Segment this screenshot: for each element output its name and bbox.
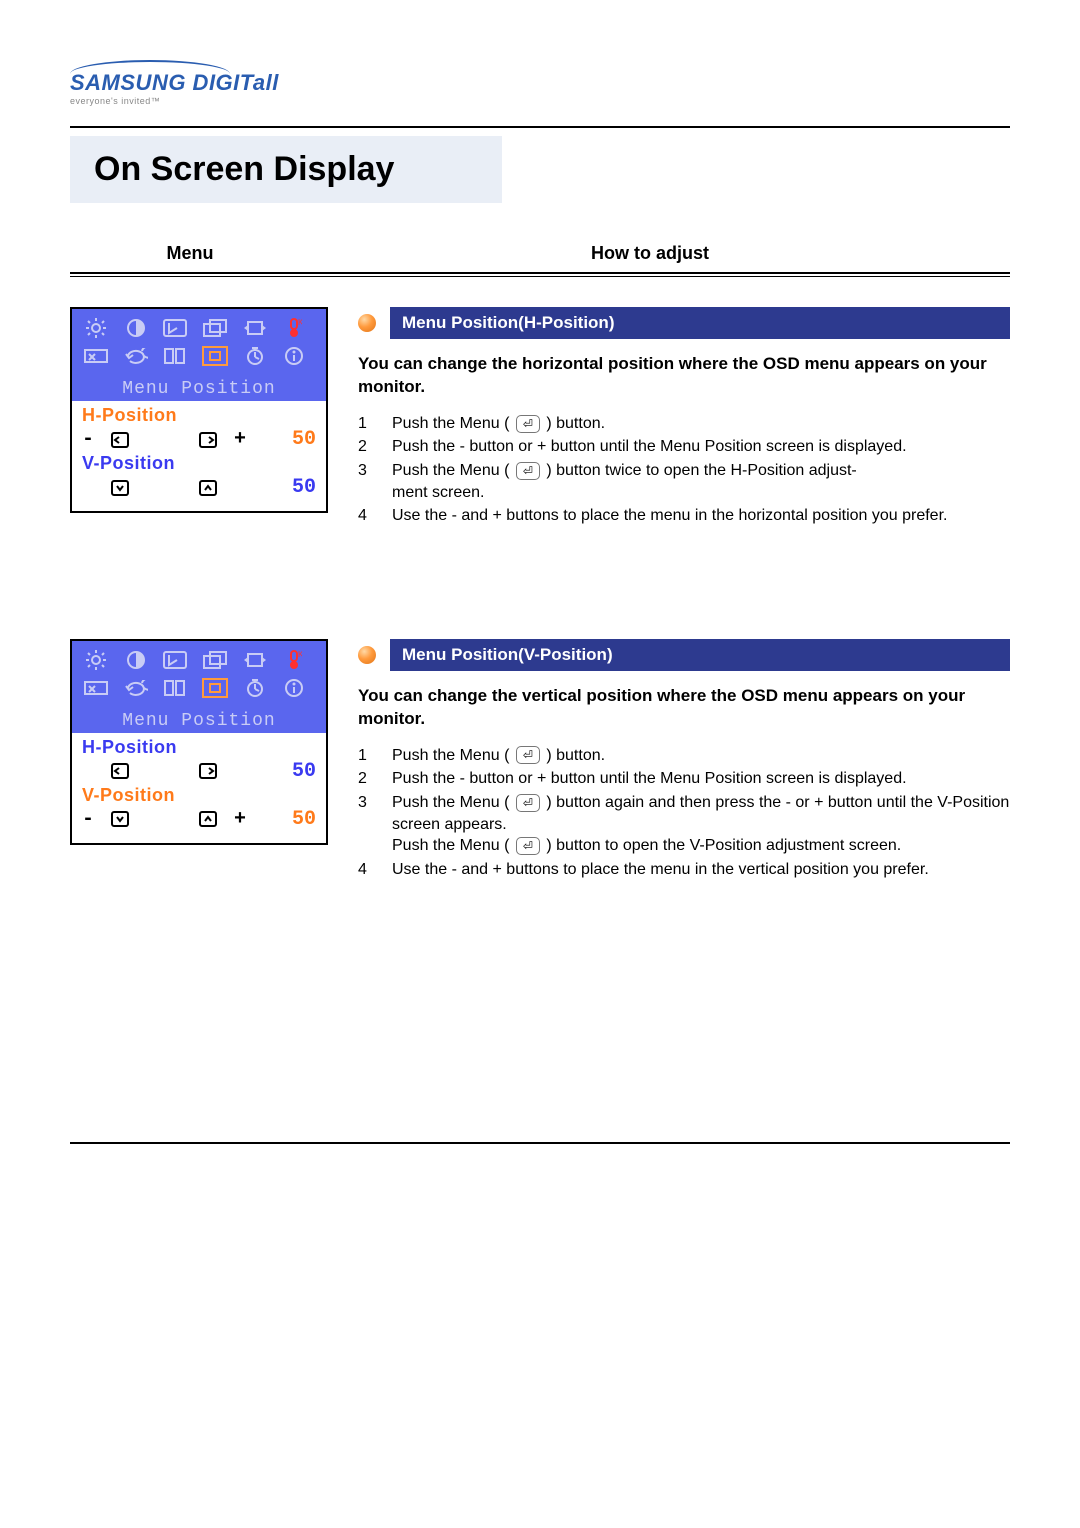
intro-text-vpos: You can change the vertical position whe…: [358, 685, 1010, 731]
osd-h-value: 50: [276, 760, 316, 783]
h-right-icon: [196, 431, 220, 449]
osd-v-controls: - +: [82, 808, 246, 831]
osd-icon-image-lock: [161, 317, 189, 339]
bullet-dot-icon: [358, 314, 376, 332]
osd-v-value: 50: [276, 476, 316, 499]
osd-screenshot-hpos: K: [70, 307, 328, 513]
brand-logo: SAMSUNG DIGITall everyone's invited™: [70, 60, 1010, 106]
osd-h-controls: - +: [82, 760, 246, 783]
osd-h-value: 50: [276, 428, 316, 451]
osd-icon-contrast: [122, 317, 150, 339]
steps-list-hpos: 1Push the Menu ( ) button. 2Push the - b…: [358, 413, 1010, 527]
osd-icon-size: [241, 649, 269, 671]
bottom-divider: [70, 1142, 1010, 1144]
section-v-position: K Menu Position H-Position - +: [70, 639, 1010, 882]
section-heading-vpos: Menu Position(V-Position): [358, 639, 1010, 671]
osd-h-controls: - +: [82, 428, 246, 451]
osd-icon-display-time: [241, 677, 269, 699]
section-title-hpos: Menu Position(H-Position): [390, 307, 1010, 339]
menu-button-icon: [516, 794, 540, 812]
osd-icon-grid: K: [72, 641, 326, 707]
osd-icon-image-lock: [161, 649, 189, 671]
menu-button-icon: [516, 746, 540, 764]
osd-v-controls: - +: [82, 476, 246, 499]
osd-icon-position: [201, 649, 229, 671]
page-title: On Screen Display: [94, 150, 478, 189]
osd-icon-contrast: [122, 649, 150, 671]
osd-panel-title: Menu Position: [72, 707, 326, 733]
v-down-icon: [108, 479, 132, 497]
step-item: 1Push the Menu ( ) button.: [358, 413, 1010, 435]
brand-tagline: everyone's invited™: [70, 96, 1010, 106]
osd-icon-reset: [122, 345, 150, 367]
step-item: 3Push the Menu ( ) button twice to open …: [358, 460, 1010, 503]
osd-icon-brightness: [82, 649, 110, 671]
step-item: 2Push the - button or + button until the…: [358, 768, 1010, 790]
osd-icon-color: [82, 345, 110, 367]
osd-icon-language: [161, 677, 189, 699]
step-item: 3Push the Menu ( ) button again and then…: [358, 792, 1010, 857]
col-heading-howto: How to adjust: [300, 243, 1000, 264]
osd-v-value: 50: [276, 808, 316, 831]
h-right-icon: [196, 762, 220, 780]
step-item: 2Push the - button or + button until the…: [358, 436, 1010, 458]
heading-rule-1: [70, 272, 1010, 274]
bullet-dot-icon: [358, 646, 376, 664]
osd-icon-info: [280, 345, 308, 367]
v-down-icon: [108, 810, 132, 828]
osd-icon-info: [280, 677, 308, 699]
step-item: 1Push the Menu ( ) button.: [358, 745, 1010, 767]
top-divider: [70, 126, 1010, 128]
osd-icon-reset: [122, 677, 150, 699]
v-up-icon: [196, 810, 220, 828]
section-heading-hpos: Menu Position(H-Position): [358, 307, 1010, 339]
menu-button-icon: [516, 462, 540, 480]
osd-icon-color-temp: K: [280, 649, 308, 671]
osd-icon-brightness: [82, 317, 110, 339]
osd-icon-menu-position: [201, 677, 229, 699]
osd-panel-title: Menu Position: [72, 375, 326, 401]
menu-button-icon: [516, 837, 540, 855]
osd-icon-color-temp: K: [280, 317, 308, 339]
v-up-icon: [196, 479, 220, 497]
osd-h-label: H-Position: [82, 737, 316, 758]
steps-list-vpos: 1Push the Menu ( ) button. 2Push the - b…: [358, 745, 1010, 881]
osd-icon-display-time: [241, 345, 269, 367]
menu-button-icon: [516, 415, 540, 433]
title-band: On Screen Display: [70, 136, 502, 203]
osd-icon-menu-position: [201, 345, 229, 367]
svg-text:K: K: [298, 318, 302, 327]
osd-v-label: V-Position: [82, 453, 316, 474]
osd-v-label: V-Position: [82, 785, 316, 806]
osd-icon-color: [82, 677, 110, 699]
osd-h-label: H-Position: [82, 405, 316, 426]
svg-text:K: K: [298, 650, 302, 659]
osd-screenshot-vpos: K Menu Position H-Position - +: [70, 639, 328, 845]
osd-icon-size: [241, 317, 269, 339]
intro-text-hpos: You can change the horizontal position w…: [358, 353, 1010, 399]
osd-icon-language: [161, 345, 189, 367]
step-item: 4Use the - and + buttons to place the me…: [358, 505, 1010, 527]
section-title-vpos: Menu Position(V-Position): [390, 639, 1010, 671]
step-item: 4Use the - and + buttons to place the me…: [358, 859, 1010, 881]
osd-icon-grid: K: [72, 309, 326, 375]
h-left-icon: [108, 431, 132, 449]
osd-icon-position: [201, 317, 229, 339]
heading-rule-2: [70, 276, 1010, 277]
col-heading-menu: Menu: [80, 243, 300, 264]
column-headings: Menu How to adjust: [70, 243, 1010, 272]
brand-name: SAMSUNG DIGITall: [70, 70, 1010, 96]
section-h-position: K: [70, 307, 1010, 529]
h-left-icon: [108, 762, 132, 780]
